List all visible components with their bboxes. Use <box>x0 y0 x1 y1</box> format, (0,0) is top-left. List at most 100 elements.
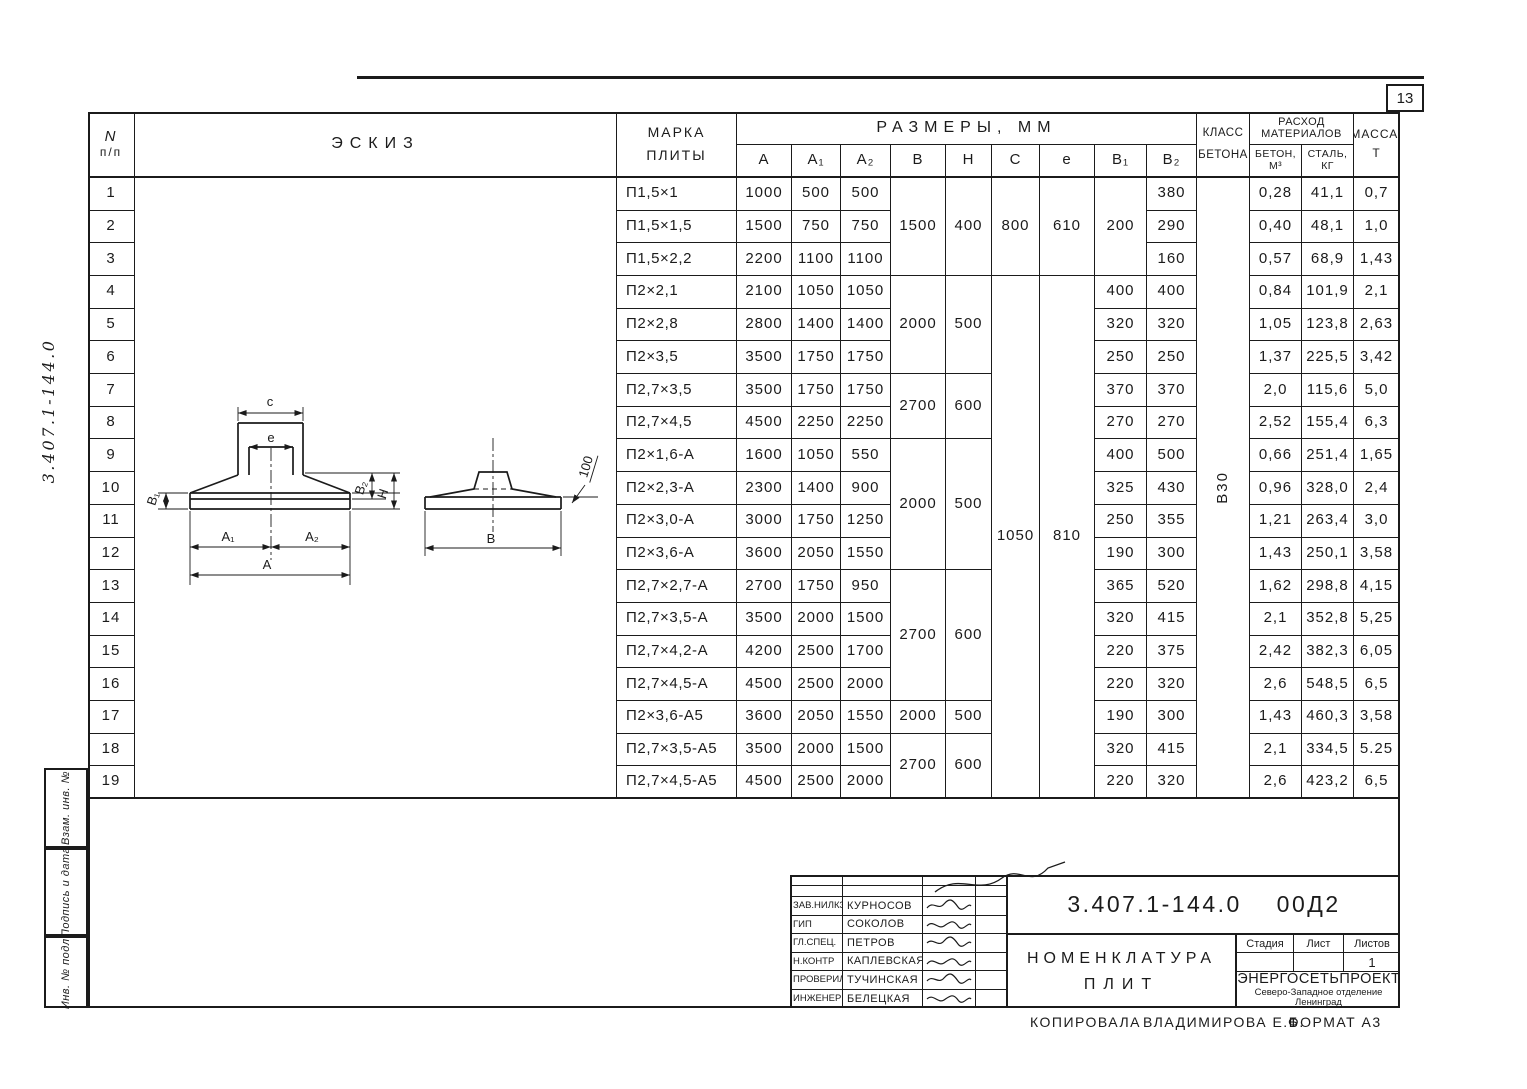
cell-A: 4200 <box>737 635 792 669</box>
header-concrete-line1: БЕТОН, <box>1255 147 1296 160</box>
header-sketch-label: ЭСКИЗ <box>331 135 420 153</box>
row-number: 12 <box>88 537 135 571</box>
dim-label-a2: А₂ <box>305 529 319 544</box>
dim-label-c: с <box>267 394 274 409</box>
margin-box-1: Подпись и дата <box>44 847 88 937</box>
cell-A1: 1100 <box>792 243 841 277</box>
cell-B2: 300 <box>1147 537 1197 571</box>
dim-label-e: е <box>267 430 274 445</box>
signatory-name: КАПЛЕВСКАЯ <box>843 952 923 971</box>
cell-A2: 1550 <box>841 537 891 571</box>
cell-concrete: 0,40 <box>1250 210 1302 244</box>
cell-A1: 1050 <box>792 276 841 309</box>
stage-label: Стадия <box>1246 937 1284 950</box>
cell-steel: 328,0 <box>1302 472 1354 505</box>
cell-B2: 290 <box>1147 210 1197 244</box>
row-number: 4 <box>88 276 135 309</box>
cell-A2: 1500 <box>841 602 891 636</box>
stamp-date-cell <box>976 934 1008 953</box>
dim-label-h: Н <box>374 487 391 501</box>
org-branch: Северо-Западное отделение <box>1254 986 1383 998</box>
signatory-role: ПРОВЕРИЛ <box>790 971 843 990</box>
cell-A2: 1750 <box>841 374 891 407</box>
cell-B1: 370 <box>1095 374 1147 407</box>
stamp-date-cell <box>976 952 1008 971</box>
header-materials-line2: МАТЕРИАЛОВ <box>1261 128 1342 140</box>
header-num: N п/п <box>88 112 135 178</box>
cell-B2: 400 <box>1147 276 1197 309</box>
plate-mark: П2,7×4,5-А <box>617 668 737 701</box>
cell-mass: 1,65 <box>1354 439 1400 473</box>
stamp-date-cell <box>976 915 1008 934</box>
cell-B2: 430 <box>1147 472 1197 505</box>
header-dim-A: А <box>737 145 792 178</box>
dim-col-label: А <box>758 151 770 169</box>
cell-A1: 2000 <box>792 602 841 636</box>
plate-mark: П1,5×2,2 <box>617 243 737 277</box>
stamp-date-cell <box>976 971 1008 990</box>
cell-mass: 3,0 <box>1354 504 1400 538</box>
header-num-line2: п/п <box>99 144 123 159</box>
cell-mass: 5,0 <box>1354 374 1400 407</box>
cell-B1: 365 <box>1095 570 1147 603</box>
stamp-title-cell: НОМЕНКЛАТУРА ПЛИТ <box>1008 935 1237 1008</box>
row-number: 9 <box>88 439 135 473</box>
signatory-role: ГИП <box>790 915 843 934</box>
plate-mark: П2,7×3,5-А5 <box>617 733 737 767</box>
signature-cell <box>923 915 976 934</box>
cell-mass: 6,3 <box>1354 406 1400 440</box>
plate-mark: П2,7×4,5-А5 <box>617 766 737 799</box>
page-number: 13 <box>1396 89 1414 107</box>
dim-col-label: С <box>1009 151 1022 169</box>
cell-A2: 900 <box>841 472 891 505</box>
cell-concrete: 1,05 <box>1250 308 1302 342</box>
cell-A2: 2000 <box>841 766 891 799</box>
dim-col-label: Н <box>962 151 975 169</box>
header-concrete-line2: М³ <box>1268 159 1283 172</box>
cell-concrete: 1,62 <box>1250 570 1302 603</box>
svg-text:100: 100 <box>575 454 596 479</box>
cell-A2: 1100 <box>841 243 891 277</box>
margin-doc-number: 3.407.1-144.0 <box>35 301 61 521</box>
dim-col-label: В₂ <box>1162 151 1181 169</box>
sheet-label: Лист <box>1306 937 1331 950</box>
header-dimensions: РАЗМЕРЫ, ММ <box>737 112 1197 145</box>
cell-steel: 263,4 <box>1302 504 1354 538</box>
cell-B1: 220 <box>1095 635 1147 669</box>
sketch-drawing: с е В₁ В₂ Н А₁ А₂ А В 100 <box>144 394 599 585</box>
margin-box-label: Взам. инв. № <box>60 770 73 846</box>
signatory-name: ТУЧИНСКАЯ <box>843 971 923 990</box>
merged-cell-H: 500 <box>946 700 992 734</box>
cell-concrete: 2,1 <box>1250 602 1302 636</box>
plate-mark: П2,7×4,5 <box>617 406 737 440</box>
cell-A2: 1050 <box>841 276 891 309</box>
row-number: 1 <box>88 178 135 211</box>
cell-A2: 1500 <box>841 733 891 767</box>
cell-A: 3600 <box>737 537 792 571</box>
cell-A2: 2000 <box>841 668 891 701</box>
header-dim-A1: А₁ <box>792 145 841 178</box>
merged-cell-H: 600 <box>946 733 992 799</box>
header-concrete-class: КЛАСС БЕТОНА <box>1197 112 1250 178</box>
cell-steel: 68,9 <box>1302 243 1354 277</box>
centerlines <box>270 438 494 560</box>
cell-steel: 382,3 <box>1302 635 1354 669</box>
margin-doc-number-text: 3.407.1-144.0 <box>38 338 58 484</box>
cell-mass: 2,1 <box>1354 276 1400 309</box>
cell-A: 3500 <box>737 374 792 407</box>
cell-A: 4500 <box>737 766 792 799</box>
copied-by-label: КОПИРОВАЛА <box>1030 1014 1141 1030</box>
header-mark: МАРКА ПЛИТЫ <box>617 112 737 178</box>
margin-box-label: Инв. № подл. <box>60 934 73 1010</box>
cell-B2: 415 <box>1147 733 1197 767</box>
cell-A2: 2250 <box>841 406 891 440</box>
cell-concrete: 0,84 <box>1250 276 1302 309</box>
cell-steel: 115,6 <box>1302 374 1354 407</box>
cell-A: 3500 <box>737 602 792 636</box>
cell-A1: 2500 <box>792 635 841 669</box>
cell-A1: 1750 <box>792 570 841 603</box>
cell-A: 1600 <box>737 439 792 473</box>
header-dim-H: Н <box>946 145 992 178</box>
row-number: 5 <box>88 308 135 342</box>
cell-concrete: 1,37 <box>1250 341 1302 375</box>
